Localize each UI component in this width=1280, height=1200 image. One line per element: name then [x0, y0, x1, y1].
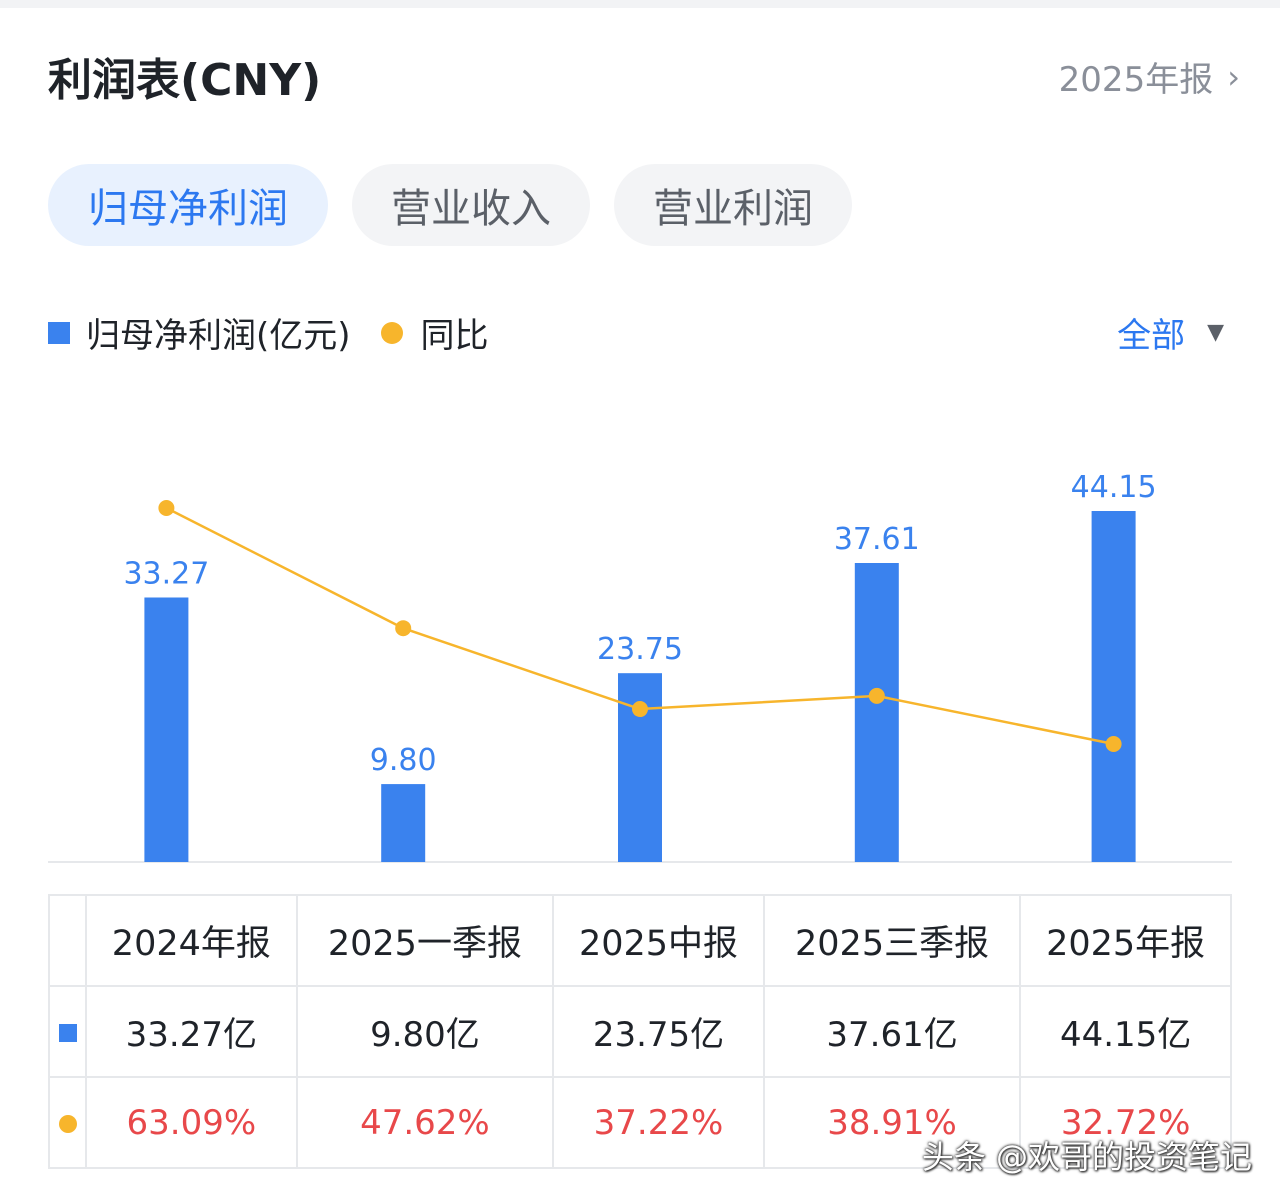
- yoy-point: [632, 701, 648, 718]
- net-profit-chart: 33.27 9.80 23.75 37.61 44.15: [48, 470, 1232, 863]
- bar: [144, 597, 189, 862]
- triangle-down-icon: ▼: [1207, 320, 1224, 345]
- bar-value-label: 33.27: [123, 557, 209, 592]
- table-cell-yoy: 63.09%: [85, 1076, 298, 1169]
- yoy-point: [868, 687, 885, 704]
- table-header-cell: 2025年报: [1019, 894, 1232, 987]
- page-title: 利润表(CNY): [48, 55, 322, 106]
- yoy-point: [158, 500, 175, 516]
- chart-legend: 归母净利润(亿元) 同比: [48, 308, 489, 357]
- table-cell-profit: 44.15亿: [1019, 985, 1232, 1078]
- tab-revenue[interactable]: 营业收入: [352, 164, 590, 246]
- dot-marker-icon: [58, 1115, 77, 1133]
- line-legend-marker: [380, 321, 403, 344]
- table-header-cell: 2025中报: [552, 894, 765, 987]
- metric-tabs: 归母净利润 营业收入 营业利润: [48, 164, 852, 246]
- bar-legend-label: 归母净利润(亿元): [86, 316, 351, 356]
- tab-operating-profit[interactable]: 营业利润: [614, 164, 852, 246]
- bar: [381, 784, 426, 862]
- bar-legend-marker: [48, 321, 70, 344]
- period-filter-dropdown[interactable]: 全部 ▼: [1117, 308, 1224, 357]
- yoy-point: [1105, 736, 1122, 752]
- period-filter-label: 全部: [1117, 316, 1186, 356]
- period-link[interactable]: 2025年报 ›: [1059, 52, 1240, 101]
- square-marker-icon: [58, 1024, 77, 1042]
- table-header-cell: 2025三季报: [762, 894, 1022, 987]
- chevron-right-icon: ›: [1227, 57, 1240, 96]
- watermark: 头条 @欢哥的投资笔记: [921, 1138, 1252, 1176]
- table-cell-yoy: 47.62%: [295, 1076, 555, 1169]
- tab-net-profit[interactable]: 归母净利润: [48, 164, 328, 246]
- table-header-cell: 2024年报: [85, 894, 298, 987]
- line-legend-label: 同比: [420, 316, 489, 356]
- table-row-yoy: 63.09% 47.62% 37.22% 38.91% 32.72%: [48, 1076, 1232, 1169]
- table-cell-yoy: 32.72%: [1019, 1076, 1232, 1169]
- bar: [854, 563, 899, 862]
- table-cell-profit: 37.61亿: [762, 985, 1022, 1078]
- table-header-row: 2024年报 2025一季报 2025中报 2025三季报 2025年报: [48, 894, 1232, 987]
- top-bar: [0, 0, 1280, 8]
- bar: [1091, 511, 1136, 862]
- table-cell-yoy: 38.91%: [762, 1076, 1022, 1169]
- yoy-point: [395, 620, 412, 637]
- table-header-cell: 2025一季报: [295, 894, 555, 987]
- bar-value-label: 37.61: [834, 522, 920, 557]
- table-cell-profit: 23.75亿: [552, 985, 765, 1078]
- table-row-profit: 33.27亿 9.80亿 23.75亿 37.61亿 44.15亿: [48, 985, 1232, 1078]
- table-cell-yoy: 37.22%: [552, 1076, 765, 1169]
- bar-value-label: 23.75: [597, 632, 683, 667]
- table-cell-profit: 33.27亿: [85, 985, 298, 1078]
- profit-row-marker: [48, 985, 87, 1078]
- yoy-row-marker: [48, 1076, 87, 1169]
- data-table: 2024年报 2025一季报 2025中报 2025三季报 2025年报 33.…: [48, 894, 1232, 1169]
- table-corner-cell: [48, 894, 87, 987]
- table-cell-profit: 9.80亿: [295, 985, 555, 1078]
- bar-value-label: 44.15: [1071, 470, 1157, 505]
- bar-value-label: 9.80: [370, 743, 437, 778]
- period-link-label: 2025年报: [1058, 60, 1214, 100]
